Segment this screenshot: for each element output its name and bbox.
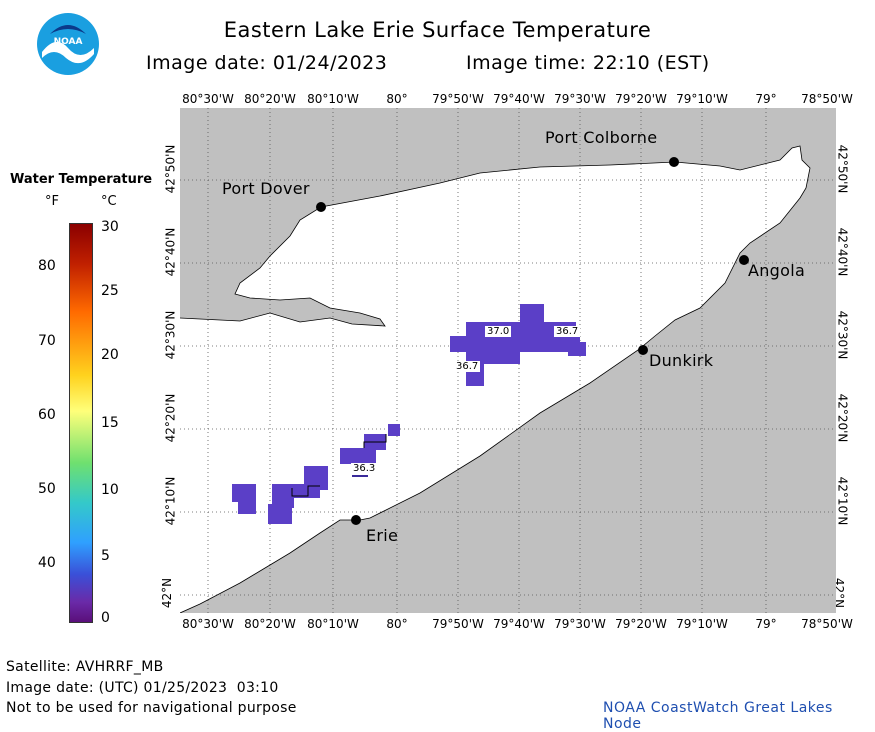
longitude-label-bottom: 79°30'W bbox=[554, 617, 606, 631]
longitude-label-top: 79°50'W bbox=[432, 92, 484, 106]
legend-f-tick: 50 bbox=[38, 481, 56, 497]
latitude-label-left: 42°10'N bbox=[163, 476, 178, 526]
city-dot-erie bbox=[351, 515, 361, 525]
legend-f-tick: 40 bbox=[38, 555, 56, 571]
longitude-label-bottom: 79° bbox=[755, 617, 777, 631]
cold-water-patch bbox=[232, 424, 400, 524]
city-label-port-colborne: Port Colborne bbox=[545, 128, 658, 147]
city-dot-angola bbox=[739, 255, 749, 265]
city-dot-port-colborne bbox=[669, 157, 679, 167]
legend-f-tick: 60 bbox=[38, 407, 56, 423]
longitude-label-bottom: 79°40'W bbox=[493, 617, 545, 631]
legend-colorbar bbox=[69, 223, 93, 623]
longitude-label-top: 80°20'W bbox=[244, 92, 296, 106]
longitude-label-top: 80° bbox=[386, 92, 408, 106]
longitude-label-top: 79°10'W bbox=[676, 92, 728, 106]
latitude-label-left: 42°40'N bbox=[163, 227, 178, 277]
city-dot-port-dover bbox=[316, 202, 326, 212]
legend-c-tick: 25 bbox=[101, 283, 119, 299]
city-label-erie: Erie bbox=[366, 526, 399, 545]
legend-c-tick: 20 bbox=[101, 347, 119, 363]
latitude-label-right: 42°20'N bbox=[835, 393, 850, 443]
longitude-label-bottom: 80°20'W bbox=[244, 617, 296, 631]
utc-date-label: Image date: (UTC) 01/25/2023 03:10 bbox=[6, 680, 279, 696]
latitude-label-right: 42°30'N bbox=[835, 310, 850, 360]
latitude-label-left: 42°30'N bbox=[163, 310, 178, 360]
temperature-label: 37.0 bbox=[485, 326, 512, 337]
longitude-label-top: 79°30'W bbox=[554, 92, 606, 106]
satellite-label: Satellite: AVHRRF_MB bbox=[6, 659, 164, 675]
longitude-label-bottom: 79°20'W bbox=[615, 617, 667, 631]
longitude-label-bottom: 80°10'W bbox=[307, 617, 359, 631]
noaa-logo: NOAA bbox=[37, 13, 99, 75]
city-label-angola: Angola bbox=[748, 261, 806, 280]
isotherm bbox=[291, 485, 320, 497]
longitude-label-bottom: 79°50'W bbox=[432, 617, 484, 631]
longitude-label-top: 80°30'W bbox=[182, 92, 234, 106]
latitude-label-left: 42°50'N bbox=[163, 144, 178, 194]
legend-c-tick: 5 bbox=[101, 548, 110, 564]
temperature-label: 36.7 bbox=[454, 361, 481, 372]
legend-unit-f: °F bbox=[45, 194, 59, 209]
longitude-label-top: 79° bbox=[755, 92, 777, 106]
latitude-label-right: 42°10'N bbox=[835, 476, 850, 526]
coastwatch-node-label: NOAA CoastWatch Great Lakes Node bbox=[603, 700, 833, 732]
latitude-label-left: 42°20'N bbox=[163, 393, 178, 443]
legend-unit-c: °C bbox=[101, 194, 117, 209]
longitude-label-top: 79°40'W bbox=[493, 92, 545, 106]
lake-map bbox=[180, 108, 836, 613]
shoreline bbox=[180, 145, 811, 613]
longitude-label-top: 80°10'W bbox=[307, 92, 359, 106]
longitude-label-top: 78°50'W bbox=[801, 92, 853, 106]
image-date: Image date: 01/24/2023 bbox=[146, 52, 388, 74]
page-title: Eastern Lake Erie Surface Temperature bbox=[223, 18, 652, 42]
legend-title: Water Temperature bbox=[10, 172, 153, 187]
latitude-label-right: 42°40'N bbox=[835, 227, 850, 277]
legend-c-tick: 30 bbox=[101, 219, 119, 235]
city-dot-dunkirk bbox=[638, 345, 648, 355]
latitude-label-left: 42°N bbox=[160, 577, 175, 609]
longitude-label-bottom: 79°10'W bbox=[676, 617, 728, 631]
temperature-label: 36.3 bbox=[351, 463, 378, 474]
longitude-label-bottom: 80°30'W bbox=[182, 617, 234, 631]
longitude-label-top: 79°20'W bbox=[615, 92, 667, 106]
isotherm bbox=[363, 434, 387, 448]
longitude-label-bottom: 78°50'W bbox=[801, 617, 853, 631]
city-label-port-dover: Port Dover bbox=[222, 179, 310, 198]
svg-text:NOAA: NOAA bbox=[54, 37, 83, 47]
legend-f-tick: 80 bbox=[38, 258, 56, 274]
disclaimer: Not to be used for navigational purpose bbox=[6, 700, 297, 716]
longitude-label-bottom: 80° bbox=[386, 617, 408, 631]
temperature-label: 36.7 bbox=[554, 326, 581, 337]
legend-c-tick: 10 bbox=[101, 482, 119, 498]
image-time: Image time: 22:10 (EST) bbox=[466, 52, 710, 74]
city-label-dunkirk: Dunkirk bbox=[649, 351, 714, 370]
latitude-label-right: 42°50'N bbox=[835, 144, 850, 194]
legend-c-tick: 0 bbox=[101, 610, 110, 626]
legend-c-tick: 15 bbox=[101, 415, 119, 431]
legend-f-tick: 70 bbox=[38, 333, 56, 349]
